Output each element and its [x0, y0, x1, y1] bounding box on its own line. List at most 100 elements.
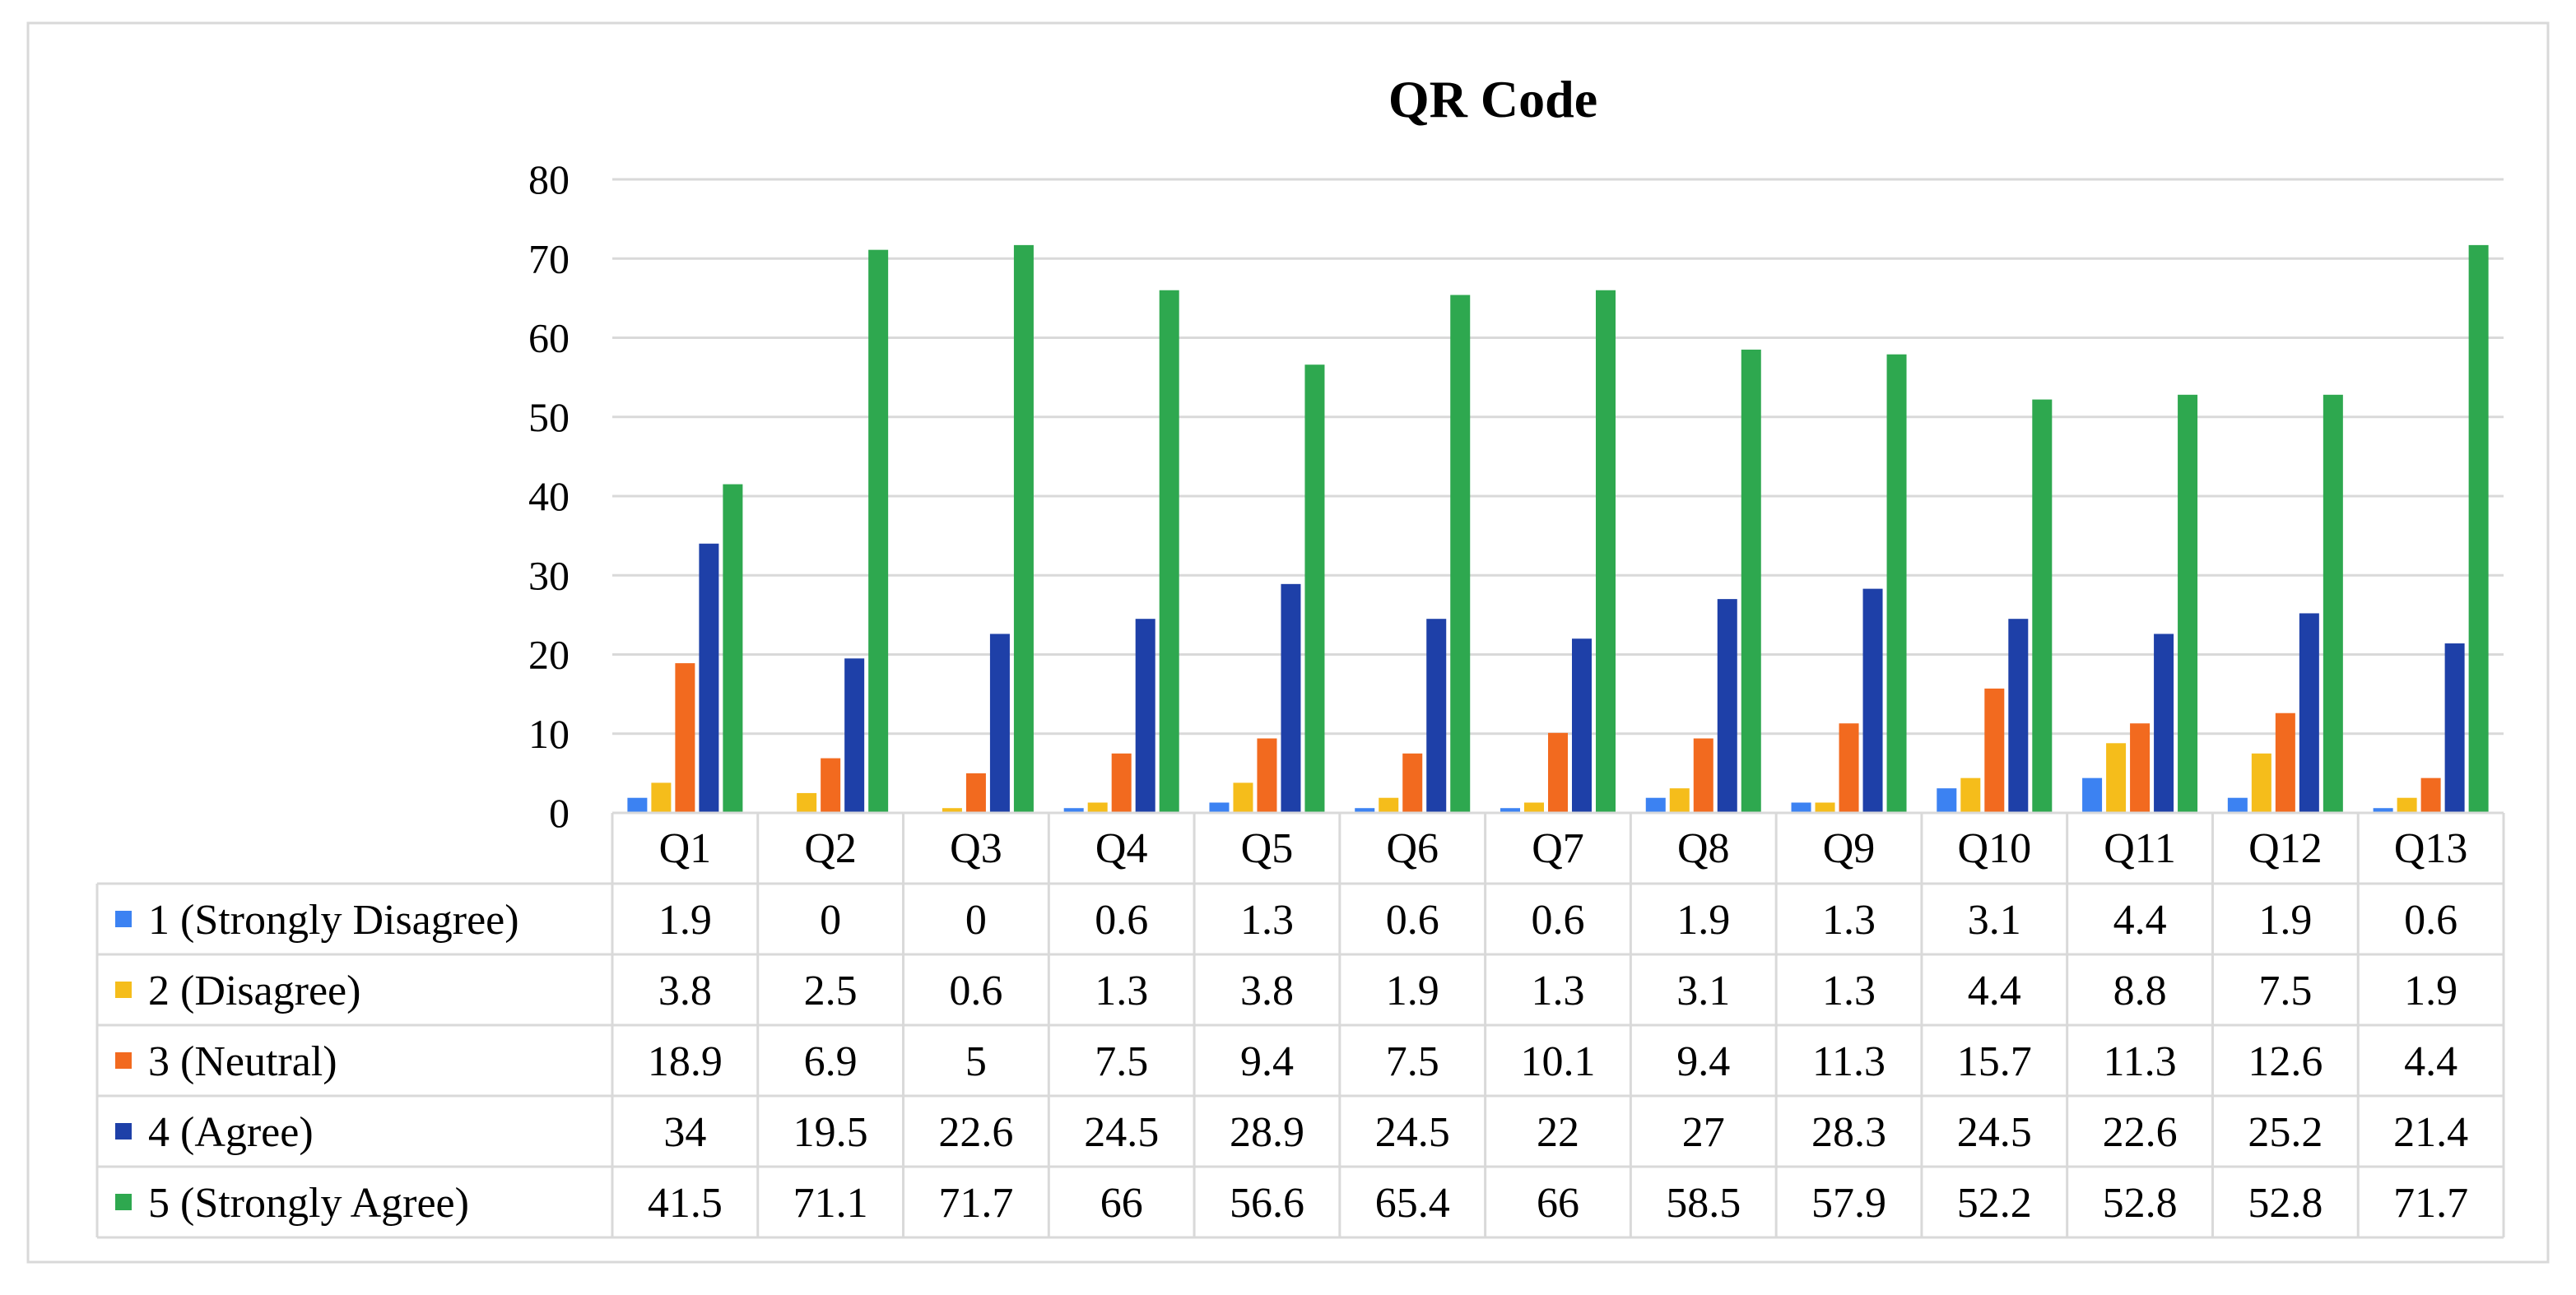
data-label: 9.4 [1240, 1038, 1294, 1085]
data-label: 4.4 [2404, 1038, 2457, 1085]
data-label: 58.5 [1666, 1180, 1741, 1227]
bar [2032, 399, 2053, 813]
data-label: 52.8 [2248, 1180, 2323, 1227]
bar [1135, 619, 1155, 813]
bar [1596, 290, 1616, 813]
bar [1645, 797, 1666, 813]
bar [2444, 643, 2465, 813]
bar [2468, 244, 2489, 813]
bar [2227, 797, 2248, 813]
x-tick-label: Q9 [1823, 825, 1876, 872]
data-label: 1.3 [1240, 897, 1294, 944]
legend-label: 1 (Strongly Disagree) [148, 897, 519, 944]
data-label: 1.3 [1822, 897, 1876, 944]
legend-label: 5 (Strongly Agree) [148, 1180, 469, 1227]
legend-key [115, 982, 132, 998]
legend-label: 2 (Disagree) [148, 968, 360, 1014]
bar [1524, 802, 1544, 813]
y-tick-label: 70 [528, 235, 570, 281]
bar [1572, 638, 1592, 813]
bar [1379, 797, 1399, 813]
bars [627, 244, 2489, 814]
bar [1402, 753, 1423, 813]
x-tick-label: Q2 [804, 825, 857, 872]
x-tick-label: Q6 [1386, 825, 1439, 872]
bar [1791, 802, 1811, 813]
bar [1839, 723, 1859, 813]
data-label: 1.9 [1676, 897, 1730, 944]
data-label: 4.4 [1968, 968, 2021, 1014]
data-label: 24.5 [1375, 1109, 1450, 1156]
bar [1355, 808, 1375, 813]
data-table: Q1 Q2 Q3 Q4 Q5 Q6 Q7 Q8 Q9 Q10 Q11 Q12 Q13 1 (Strongl… [95, 811, 2505, 1239]
y-tick-label: 40 [528, 473, 570, 519]
data-label: 0.6 [949, 968, 1002, 1014]
bar [2299, 613, 2319, 813]
y-tick-label: 60 [528, 315, 570, 361]
bar [1693, 738, 1713, 813]
data-label: 7.5 [2258, 968, 2312, 1014]
bar [675, 663, 695, 813]
bar [2178, 394, 2198, 813]
data-label: 1.9 [2258, 897, 2312, 944]
bar [1209, 802, 1230, 813]
data-label: 1.3 [1822, 968, 1876, 1014]
data-label: 12.6 [2248, 1038, 2323, 1085]
bar [1013, 244, 1034, 813]
bar [1937, 788, 1957, 813]
data-label: 28.3 [1811, 1109, 1886, 1156]
data-label: 65.4 [1375, 1180, 1450, 1227]
bar [868, 249, 889, 814]
data-label: 25.2 [2248, 1109, 2323, 1156]
data-label: 0 [820, 897, 841, 944]
data-label: 52.8 [2103, 1180, 2178, 1227]
data-label: 1.3 [1532, 968, 1585, 1014]
bar [2082, 777, 2103, 813]
chart-title: QR Code [1388, 70, 1597, 128]
data-label: 57.9 [1811, 1180, 1886, 1227]
data-label: 66 [1537, 1180, 1579, 1227]
data-label: 21.4 [2393, 1109, 2468, 1156]
bar [1548, 732, 1568, 813]
data-label: 3.1 [1676, 968, 1730, 1014]
bar [699, 543, 719, 813]
data-label: 1.3 [1095, 968, 1148, 1014]
x-tick-label: Q5 [1241, 825, 1294, 872]
data-label: 56.6 [1230, 1180, 1304, 1227]
bar [1257, 738, 1277, 813]
y-tick-label: 10 [528, 711, 570, 757]
bar [1281, 583, 1301, 813]
data-label: 22.6 [938, 1109, 1013, 1156]
data-label: 71.1 [793, 1180, 868, 1227]
bar [942, 808, 962, 813]
y-tick-label: 0 [549, 790, 570, 836]
x-tick-label: Q8 [1677, 825, 1730, 872]
y-tick-label: 30 [528, 552, 570, 598]
legend-key [115, 911, 132, 927]
data-label: 1.9 [1386, 968, 1439, 1014]
data-label: 9.4 [1676, 1038, 1730, 1085]
data-label: 34 [663, 1109, 706, 1156]
data-label: 0 [965, 897, 987, 944]
data-label: 15.7 [1957, 1038, 2032, 1085]
data-label: 24.5 [1084, 1109, 1159, 1156]
bar [2251, 753, 2271, 813]
bar [797, 792, 817, 813]
y-tick-label: 50 [528, 394, 570, 440]
data-label: 5 [965, 1038, 987, 1085]
bar [1063, 808, 1084, 813]
bar [2420, 777, 2441, 813]
bar [1862, 588, 1883, 813]
x-tick-label: Q7 [1532, 825, 1584, 872]
bar [1426, 619, 1447, 813]
x-tick-label: Q11 [2104, 825, 2176, 872]
data-label: 41.5 [648, 1180, 723, 1227]
data-label: 2.5 [804, 968, 858, 1014]
data-label: 18.9 [648, 1038, 723, 1085]
bar [1960, 777, 1981, 813]
data-label: 0.6 [1532, 897, 1585, 944]
data-label: 1.9 [658, 897, 712, 944]
data-label: 6.9 [804, 1038, 858, 1085]
legend-key [115, 1123, 132, 1140]
